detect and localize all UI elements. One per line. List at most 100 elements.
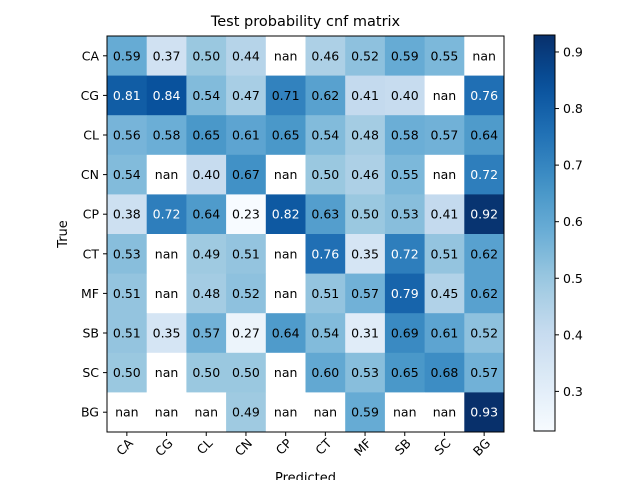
cell-value-label: 0.50 (351, 207, 379, 222)
cell-value-label: nan (314, 405, 338, 420)
heatmap-cell (107, 194, 148, 235)
heatmap-cell (305, 392, 346, 433)
heatmap-cell (384, 75, 425, 116)
cell-value-label: nan (274, 286, 298, 301)
cell-value-label: 0.54 (192, 88, 220, 103)
heatmap-cell (146, 154, 187, 195)
cell-value-label: 0.76 (311, 246, 339, 261)
cell-value-label: nan (155, 365, 179, 380)
heatmap-cell (384, 115, 425, 156)
heatmap-cell (305, 75, 346, 116)
cell-value-label: 0.55 (431, 48, 459, 63)
colorbar-tick-label: 0.8 (563, 101, 583, 116)
heatmap-cell (345, 115, 386, 156)
heatmap-cell (464, 234, 505, 274)
cell-value-label: 0.57 (351, 286, 379, 301)
heatmap-cell (265, 352, 306, 393)
cell-value-label: 0.82 (272, 207, 300, 222)
heatmap-cell (424, 154, 465, 195)
cell-value-label: 0.51 (113, 286, 141, 301)
heatmap-cell (345, 194, 386, 235)
cell-value-label: 0.58 (153, 128, 181, 143)
heatmap-cell (345, 273, 386, 314)
y-axis-label: True (56, 220, 71, 249)
cell-value-label: 0.50 (113, 365, 141, 380)
cell-value-label: 0.69 (391, 326, 419, 341)
heatmap-cell (464, 115, 505, 156)
heatmap-cell (384, 313, 425, 354)
heatmap-cell (186, 115, 227, 156)
heatmap-cell (265, 36, 306, 76)
cell-value-label: 0.61 (431, 326, 459, 341)
heatmap-cells (107, 36, 505, 433)
heatmap-cell (265, 313, 306, 354)
heatmap-cell (424, 36, 465, 76)
heatmap-cell (384, 273, 425, 314)
cell-value-label: 0.50 (192, 365, 220, 380)
cell-value-label: 0.59 (391, 48, 419, 63)
x-tick-label: CP (273, 435, 295, 457)
cell-value-label: nan (155, 405, 179, 420)
cell-value-label: 0.23 (232, 207, 260, 222)
cell-value-label: nan (433, 405, 457, 420)
cell-value-label: 0.72 (391, 246, 419, 261)
heatmap-cell (226, 154, 267, 195)
heatmap-cell (146, 352, 187, 393)
cell-value-label: 0.38 (113, 207, 141, 222)
heatmap-cell (345, 154, 386, 195)
cell-value-label: nan (155, 167, 179, 182)
cell-value-label: nan (433, 88, 457, 103)
heatmap-cell (107, 234, 148, 274)
heatmap-cell-labels: 0.59 0.37 0.50 0.44 nan 0.46 0.52 0.59 0.55 nan 0.… (113, 48, 498, 419)
cell-value-label: 0.46 (351, 167, 379, 182)
heatmap-cell (345, 392, 386, 433)
heatmap-cell (464, 313, 505, 354)
heatmap-cell (305, 313, 346, 354)
heatmap-cell (265, 115, 306, 156)
x-tick-label: SB (392, 436, 414, 458)
heatmap-cell (464, 75, 505, 116)
heatmap-cell (424, 194, 465, 235)
heatmap-cell (107, 75, 148, 116)
cell-value-label: nan (274, 48, 298, 63)
heatmap-cell (265, 154, 306, 195)
x-tick-label: SC (431, 435, 454, 458)
heatmap-cell (107, 36, 148, 76)
heatmap-cell (265, 194, 306, 235)
heatmap-cell (146, 392, 187, 433)
heatmap-cell (146, 273, 187, 314)
heatmap-cell (424, 273, 465, 314)
cell-value-label: 0.49 (232, 405, 260, 420)
cell-value-label: nan (155, 246, 179, 261)
colorbar-ticks: 0.3 0.4 0.5 0.6 0.7 0.8 0.9 (555, 44, 583, 399)
cell-value-label: 0.51 (311, 286, 339, 301)
cell-value-label: 0.53 (351, 365, 379, 380)
cell-value-label: 0.92 (470, 207, 498, 222)
colorbar-tick-label: 0.5 (563, 271, 583, 286)
heatmap-cell (384, 392, 425, 433)
heatmap-cell (186, 36, 227, 76)
cell-value-label: 0.44 (232, 48, 260, 63)
heatmap-cell (226, 115, 267, 156)
cell-value-label: 0.64 (470, 128, 498, 143)
heatmap-cell (345, 75, 386, 116)
cell-value-label: nan (115, 405, 139, 420)
heatmap-cell (186, 234, 227, 274)
heatmap-cell (107, 352, 148, 393)
colorbar-tick-label: 0.4 (563, 327, 583, 342)
heatmap-cell (186, 313, 227, 354)
heatmap-cell (226, 234, 267, 274)
heatmap-cell (384, 36, 425, 76)
heatmap-cell (146, 115, 187, 156)
heatmap-cell (464, 194, 505, 235)
heatmap-cell (265, 273, 306, 314)
plot-frame (106, 35, 505, 433)
heatmap-cell (305, 154, 346, 195)
cell-value-label: 0.50 (232, 365, 260, 380)
cell-value-label: nan (155, 286, 179, 301)
cell-value-label: nan (274, 405, 298, 420)
cell-value-label: 0.37 (153, 48, 181, 63)
cell-value-label: 0.59 (351, 405, 379, 420)
y-tick-label: CL (83, 128, 99, 143)
cell-value-label: 0.54 (311, 128, 339, 143)
